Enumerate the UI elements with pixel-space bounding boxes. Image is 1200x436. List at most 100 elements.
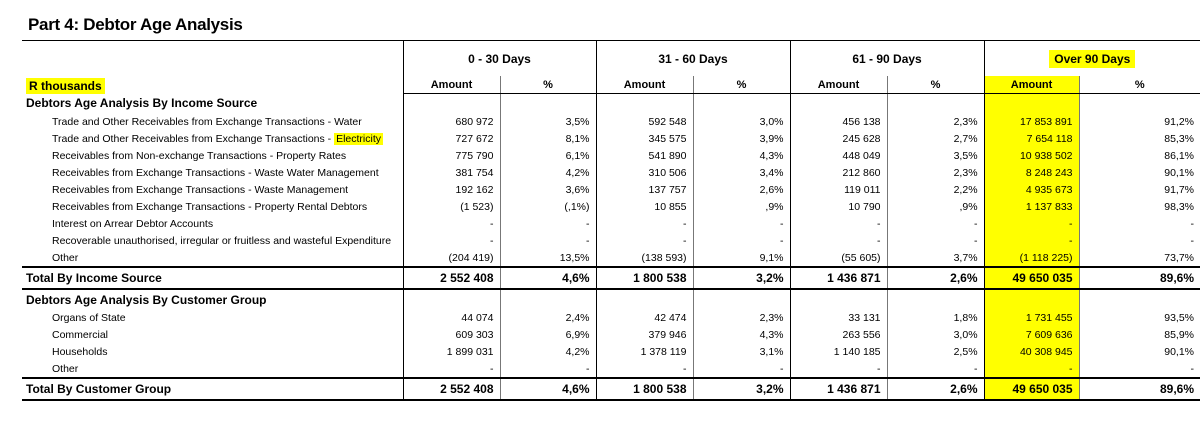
data-row: Receivables from Exchange Transactions -… xyxy=(22,181,1200,198)
value-cell: 3,2% xyxy=(692,377,791,401)
total-row: Total By Income Source 2 552 408 4,6% 1 800… xyxy=(22,266,1200,290)
empty-cell xyxy=(983,289,1080,309)
page-title: Part 4: Debtor Age Analysis xyxy=(28,15,243,34)
value-cell: - xyxy=(595,360,693,378)
value-cell: 17 853 891 xyxy=(983,113,1080,130)
value-cell: 3,7% xyxy=(886,249,985,267)
section-row: Debtors Age Analysis By Income Source xyxy=(22,93,1200,113)
value-cell: 609 303 xyxy=(402,326,500,343)
value-cell: 7 609 636 xyxy=(983,326,1080,343)
value-cell: - xyxy=(789,215,888,232)
empty-cell xyxy=(499,289,596,309)
debtor-table: R thousands 0 - 30 Days 31 - 60 Days 61 - 9… xyxy=(22,40,1200,401)
data-row: Receivables from Exchange Transactions -… xyxy=(22,198,1200,215)
group-header: Over 90 Days xyxy=(983,40,1200,76)
row-label-text: Receivables from Exchange Transactions -… xyxy=(52,183,349,196)
value-cell: (1 118 225) xyxy=(983,249,1080,267)
total-row: Total By Customer Group 2 552 408 4,6% 1 80… xyxy=(22,377,1200,401)
value-cell: 44 074 xyxy=(402,309,500,326)
value-cell: 345 575 xyxy=(595,130,693,147)
value-cell: 1 140 185 xyxy=(789,343,888,360)
value-cell: 2,6% xyxy=(886,377,985,401)
value-cell: - xyxy=(983,360,1080,378)
value-cell: - xyxy=(789,360,888,378)
value-cell: 3,5% xyxy=(886,147,985,164)
value-cell: 541 890 xyxy=(595,147,693,164)
value-cell: 10 938 502 xyxy=(983,147,1080,164)
value-cell: 86,1% xyxy=(1078,147,1200,164)
empty-cell xyxy=(886,93,985,113)
row-label-text: Receivables from Exchange Transactions -… xyxy=(52,200,368,213)
empty-cell xyxy=(692,93,791,113)
value-cell: 3,0% xyxy=(692,113,791,130)
value-cell: 85,9% xyxy=(1078,326,1200,343)
value-cell: 2 552 408 xyxy=(402,377,500,401)
empty-cell xyxy=(595,93,693,113)
value-cell: 3,2% xyxy=(692,266,791,290)
data-row: Organs of State 44 074 2,4% 42 474 2,3% 33 13… xyxy=(22,309,1200,326)
value-cell: - xyxy=(886,360,985,378)
amount-header: Amount xyxy=(402,76,500,94)
value-cell: - xyxy=(402,215,500,232)
value-cell: - xyxy=(499,215,596,232)
group-label: 31 - 60 Days xyxy=(658,51,728,66)
value-cell: 98,3% xyxy=(1078,198,1200,215)
value-cell: 381 754 xyxy=(402,164,500,181)
value-cell: - xyxy=(402,360,500,378)
value-cell: 1 800 538 xyxy=(595,377,693,401)
value-cell: 212 860 xyxy=(789,164,888,181)
value-cell: 3,1% xyxy=(692,343,791,360)
total-label: Total By Customer Group xyxy=(22,377,403,401)
value-cell: - xyxy=(595,215,693,232)
data-row: Trade and Other Receivables from Exchang… xyxy=(22,113,1200,130)
value-cell: 9,1% xyxy=(692,249,791,267)
group-header: 61 - 90 Days xyxy=(789,40,985,76)
value-cell: 91,7% xyxy=(1078,181,1200,198)
row-label: Receivables from Exchange Transactions -… xyxy=(22,181,403,198)
value-cell: 73,7% xyxy=(1078,249,1200,267)
row-label-text: Receivables from Non-exchange Transactio… xyxy=(52,149,347,162)
value-cell: - xyxy=(499,360,596,378)
value-cell: 2 552 408 xyxy=(402,266,500,290)
amount-header: Amount xyxy=(789,76,888,94)
value-cell: 2,2% xyxy=(886,181,985,198)
section-title: Debtors Age Analysis By Customer Group xyxy=(26,292,267,307)
data-row: Other - - - - - - - - xyxy=(22,360,1200,378)
value-cell: 4,6% xyxy=(499,377,596,401)
row-label: Households xyxy=(22,343,403,360)
data-row: Recoverable unauthorised, irregular or f… xyxy=(22,232,1200,249)
value-cell: 1 899 031 xyxy=(402,343,500,360)
empty-cell xyxy=(1078,93,1200,113)
row-label: Other xyxy=(22,360,403,378)
value-cell: - xyxy=(692,232,791,249)
value-cell: - xyxy=(692,215,791,232)
value-cell: 448 049 xyxy=(789,147,888,164)
row-label: Interest on Arrear Debtor Accounts xyxy=(22,215,403,232)
empty-cell xyxy=(402,93,500,113)
row-label: Commercial xyxy=(22,326,403,343)
empty-cell xyxy=(789,289,888,309)
value-cell: 90,1% xyxy=(1078,164,1200,181)
empty-cell xyxy=(886,289,985,309)
value-cell: 3,9% xyxy=(692,130,791,147)
pct-header: % xyxy=(692,76,791,94)
value-cell: 90,1% xyxy=(1078,343,1200,360)
value-cell: 89,6% xyxy=(1078,377,1200,401)
value-cell: 592 548 xyxy=(595,113,693,130)
value-cell: - xyxy=(402,232,500,249)
value-cell: 6,1% xyxy=(499,147,596,164)
value-cell: 42 474 xyxy=(595,309,693,326)
row-label-text: Trade and Other Receivables from Exchang… xyxy=(52,115,362,128)
value-cell: 8,1% xyxy=(499,130,596,147)
value-cell: 119 011 xyxy=(789,181,888,198)
unit-cell: R thousands xyxy=(22,40,403,94)
value-cell: 93,5% xyxy=(1078,309,1200,326)
empty-cell xyxy=(983,93,1080,113)
value-cell: 1 378 119 xyxy=(595,343,693,360)
data-row: Trade and Other Receivables from Exchang… xyxy=(22,130,1200,147)
value-cell: 263 556 xyxy=(789,326,888,343)
value-cell: 33 131 xyxy=(789,309,888,326)
value-cell: 7 654 118 xyxy=(983,130,1080,147)
value-cell: - xyxy=(886,215,985,232)
header-row: R thousands 0 - 30 Days 31 - 60 Days 61 - 9… xyxy=(22,40,1200,94)
